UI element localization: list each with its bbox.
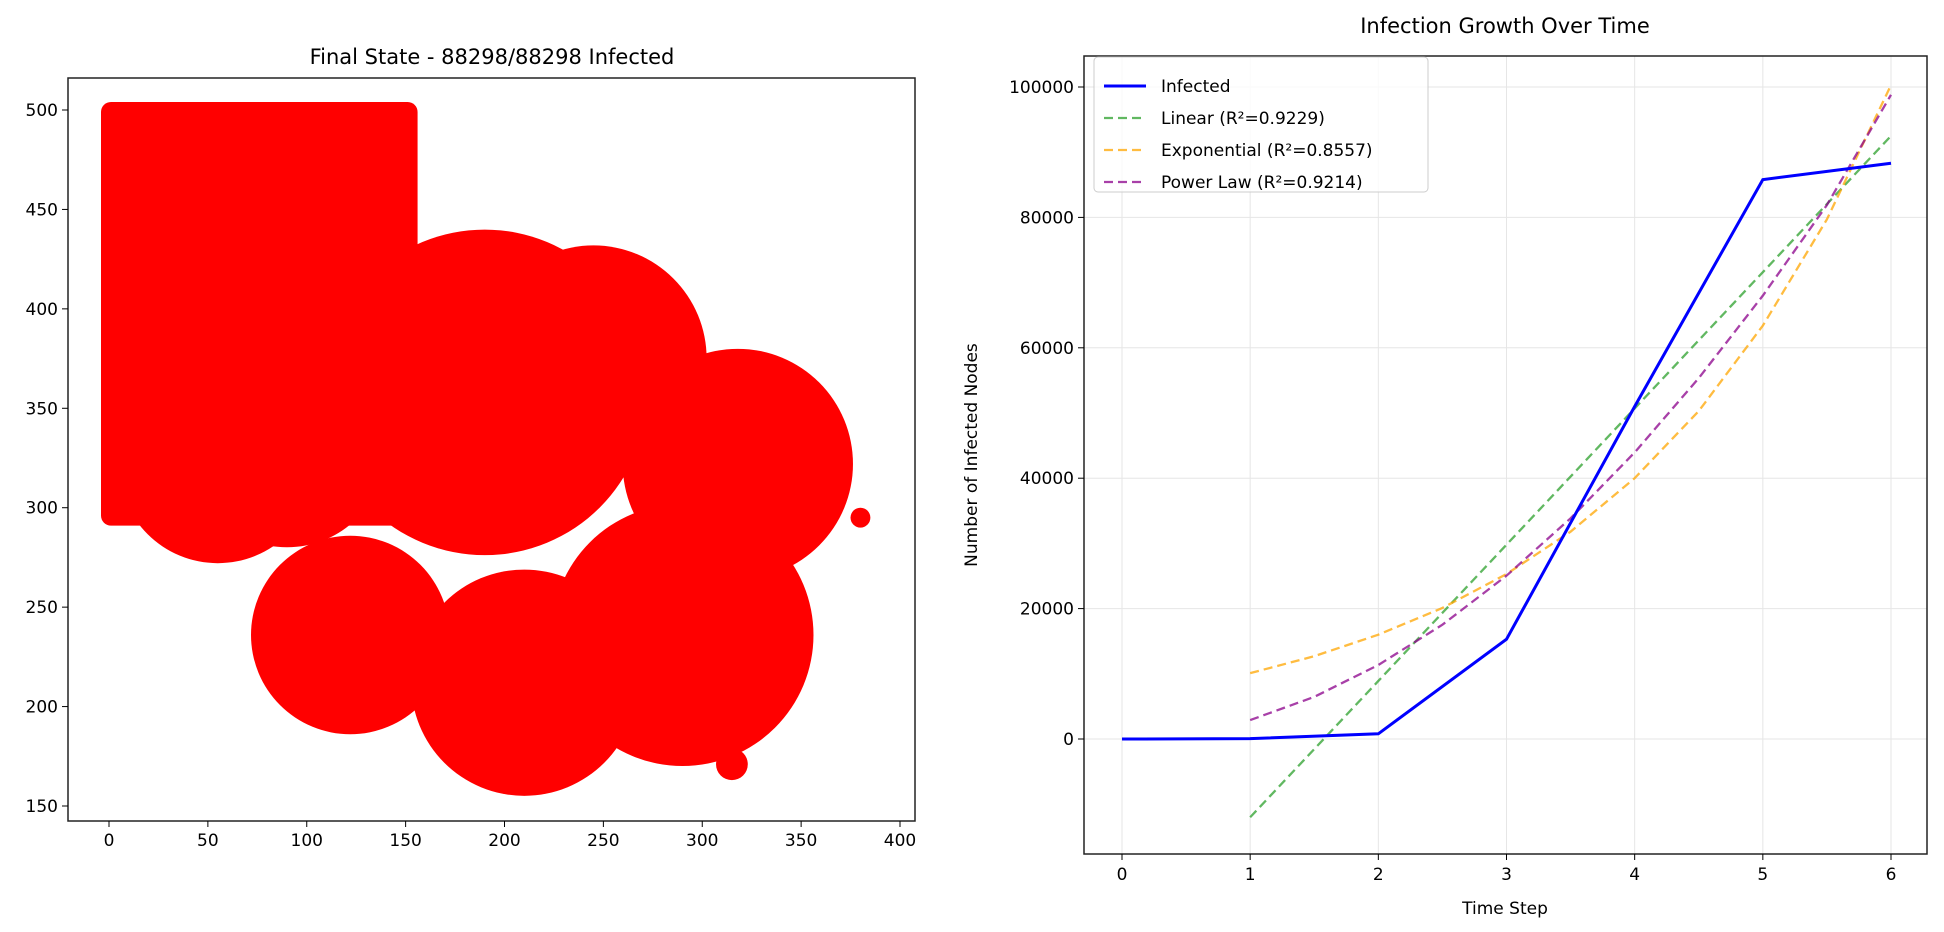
x-tick-label: 150 [389,831,421,851]
legend-label-1: Linear (R²=0.9229) [1161,109,1325,129]
x-tick-label: 300 [686,831,718,851]
x-tick-label: 200 [488,831,520,851]
y-axis-label: Number of Infected Nodes [962,343,982,567]
y-tick-label: 450 [26,200,58,220]
y-tick-label: 60000 [1020,339,1074,359]
x-tick-label: 0 [1117,865,1128,885]
y-tick-label: 0 [1063,730,1074,750]
line-panel: Infection Growth Over Time 0 1 2 3 4 5 6 0 20000… [962,14,1928,919]
line-ticks: 0 1 2 3 4 5 6 0 20000 40000 60000 80000 100000 [1009,78,1896,885]
x-tick-label: 1 [1245,865,1256,885]
x-tick-label: 4 [1629,865,1640,885]
series-line-3 [1249,94,1892,722]
infected-region-9 [850,507,871,528]
series-line-0 [1121,161,1892,741]
y-tick-label: 40000 [1020,469,1074,489]
x-tick-label: 50 [197,831,219,851]
scatter-panel: Final State - 88298/88298 Infected 0 50 10… [26,45,917,851]
legend-box [1093,56,1429,193]
infected-region-8 [622,348,853,580]
legend: Infected Linear (R²=0.9229) Exponential (R… [1093,56,1429,193]
y-tick-label: 500 [26,101,58,121]
x-tick-label: 400 [884,831,916,851]
infected-region-10 [716,748,748,781]
x-tick-label: 350 [785,831,817,851]
scatter-ticks: 0 50 100 150 200 250 300 350 400 150 200 250 300 350 4… [26,101,917,851]
y-tick-label: 300 [26,499,58,519]
series-line-1 [1249,135,1892,819]
x-tick-label: 3 [1501,865,1512,885]
x-tick-label: 5 [1757,865,1768,885]
y-tick-label: 250 [26,598,58,618]
y-tick-label: 80000 [1020,208,1074,228]
scatter-frame [67,77,916,822]
y-tick-label: 150 [26,797,58,817]
x-tick-label: 100 [291,831,323,851]
legend-label-0: Infected [1161,77,1231,97]
series-line-2 [1249,84,1893,675]
scatter-points [101,102,871,796]
y-tick-label: 400 [26,300,58,320]
y-tick-label: 100000 [1009,78,1074,98]
x-tick-label: 0 [104,831,115,851]
scatter-title: Final State - 88298/88298 Infected [310,45,675,69]
line-title: Infection Growth Over Time [1360,14,1650,38]
y-tick-label: 20000 [1020,600,1074,620]
x-tick-label: 2 [1373,865,1384,885]
y-tick-label: 200 [26,698,58,718]
infected-region-5 [251,535,450,735]
legend-label-3: Power Law (R²=0.9214) [1161,173,1363,193]
x-tick-label: 6 [1886,865,1897,885]
x-tick-label: 250 [587,831,619,851]
legend-label-2: Exponential (R²=0.8557) [1161,141,1373,161]
x-axis-label: Time Step [1461,899,1548,919]
series-lines [1121,84,1893,819]
line-frame [1083,55,1928,855]
y-tick-label: 350 [26,399,58,419]
